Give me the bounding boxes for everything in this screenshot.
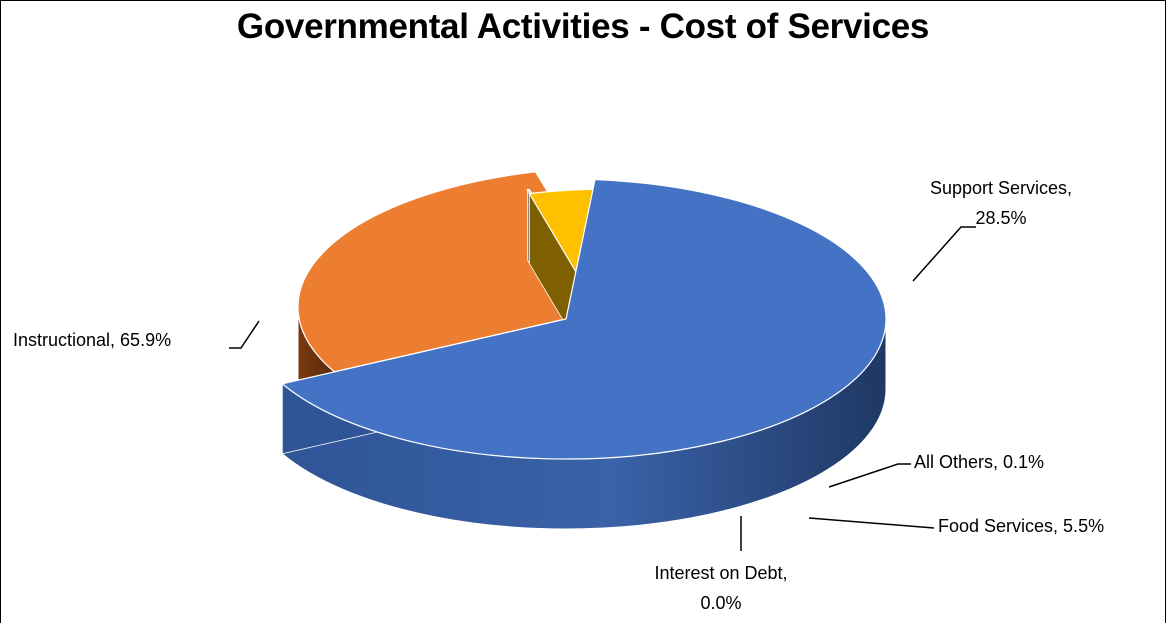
- data-label-instructional: Instructional, 65.9%: [13, 330, 171, 350]
- data-label-support-services: Support Services, 28.5%: [930, 178, 1072, 228]
- leader-line-all-others: [828, 463, 911, 488]
- chart-title: Governmental Activities - Cost of Servic…: [236, 7, 930, 46]
- data-label-interest-on-debt: Interest on Debt, 0.0%: [654, 563, 787, 613]
- data-label-food-services: Food Services, 5.5%: [938, 516, 1104, 536]
- leader-line-instructional: [229, 320, 260, 349]
- leader-line-food-services: [808, 517, 935, 529]
- data-label-all-others: All Others, 0.1%: [914, 452, 1044, 472]
- leader-line-support-services: [912, 226, 976, 282]
- pie-slice-instructional: [280, 178, 887, 460]
